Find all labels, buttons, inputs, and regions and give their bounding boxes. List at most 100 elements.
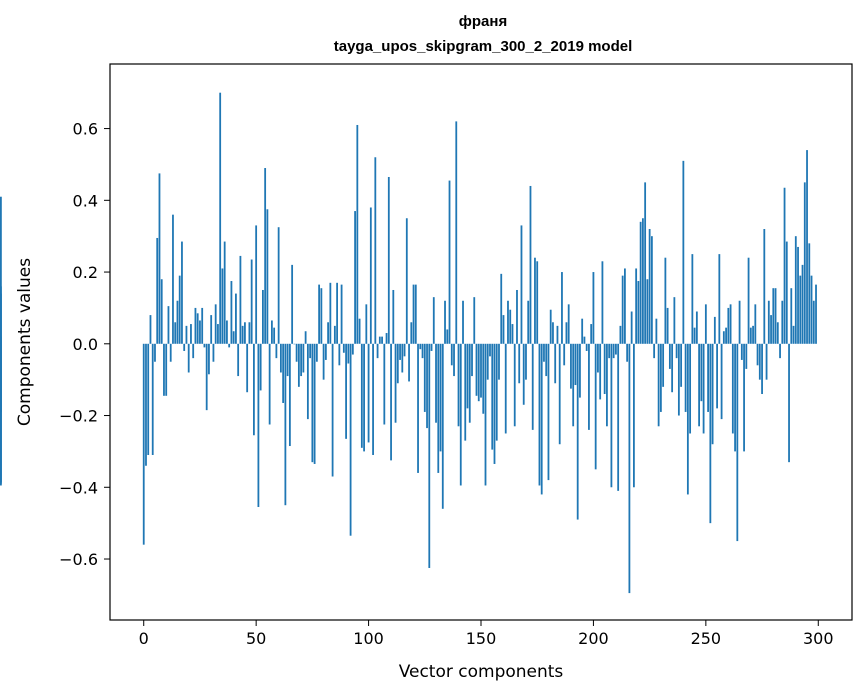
bar (534, 257, 536, 344)
bar (619, 325, 622, 344)
bar (250, 259, 253, 344)
bar (383, 343, 386, 425)
bar (630, 311, 633, 344)
bar (729, 304, 732, 344)
x-tick-label: 250 (691, 629, 722, 648)
bar (498, 343, 500, 380)
y-tick-label: −0.2 (59, 407, 98, 426)
bars-group (0, 92, 817, 594)
bar (734, 343, 736, 452)
bar (731, 343, 734, 434)
bar (511, 324, 514, 344)
bar (579, 343, 581, 398)
bar (372, 343, 374, 455)
bar (201, 307, 204, 344)
bar (311, 343, 314, 463)
bar (230, 281, 233, 344)
bar (554, 343, 557, 384)
bar (662, 343, 665, 387)
bar (336, 282, 338, 344)
bar (677, 343, 680, 416)
x-tick-label: 50 (246, 629, 266, 648)
bar (160, 279, 163, 344)
bar (655, 318, 658, 344)
bar (477, 343, 480, 402)
bar (235, 293, 237, 344)
bar (304, 331, 307, 344)
bar (637, 281, 640, 344)
bar (331, 343, 334, 477)
bar (291, 264, 294, 344)
bar (540, 343, 543, 495)
bar (248, 322, 251, 344)
bar (196, 313, 199, 344)
bar (327, 322, 329, 344)
bar (565, 322, 568, 344)
bar (561, 272, 563, 344)
bar (385, 333, 388, 344)
bar (318, 284, 321, 344)
bar (576, 343, 579, 520)
bar (779, 343, 781, 359)
y-tick-label: 0.2 (73, 263, 98, 282)
x-axis: 0 50 100 150 200 250 300 (139, 620, 834, 648)
bar (671, 343, 674, 393)
bar (403, 343, 406, 357)
bar (480, 343, 482, 398)
bar (210, 315, 213, 344)
y-tick-label: −0.4 (59, 478, 98, 497)
bar (484, 343, 487, 486)
bar (183, 343, 186, 351)
plot-frame (109, 63, 853, 621)
bar (284, 343, 287, 506)
bar (192, 343, 195, 359)
bar (653, 343, 656, 359)
bar (628, 343, 631, 594)
bar (722, 331, 725, 344)
bar (255, 225, 258, 344)
bar (390, 343, 392, 461)
bar (518, 343, 521, 384)
bar (716, 343, 718, 409)
bar (709, 343, 712, 524)
bar (163, 343, 165, 396)
bar (686, 343, 689, 495)
bar (165, 343, 168, 396)
bar (556, 325, 559, 344)
bar (0, 196, 2, 344)
bar (241, 325, 244, 344)
y-tick-label: −0.6 (59, 550, 98, 569)
bar (158, 173, 161, 344)
bar (419, 343, 422, 350)
bar (659, 343, 662, 412)
bar (471, 343, 473, 377)
bar (450, 343, 453, 366)
bar (288, 343, 291, 447)
bar (574, 343, 577, 386)
bar (601, 261, 604, 344)
bar (340, 284, 343, 344)
bar (522, 343, 525, 405)
bar (275, 343, 278, 359)
bar (772, 288, 775, 344)
bar (718, 254, 721, 344)
bar (396, 343, 399, 384)
bar (468, 343, 471, 423)
bar (208, 343, 210, 375)
bar (262, 289, 264, 344)
bar (365, 304, 368, 344)
bar (797, 246, 799, 344)
bar (808, 243, 811, 344)
x-tick-label: 200 (578, 629, 609, 648)
x-tick-label: 0 (139, 629, 149, 648)
bar (552, 322, 554, 344)
bar (588, 343, 590, 430)
bar (698, 343, 700, 427)
bar (441, 343, 444, 509)
bar (516, 289, 518, 344)
bar (781, 300, 784, 344)
bar (244, 322, 246, 344)
bar (536, 261, 539, 344)
bar (345, 343, 347, 439)
bar (253, 343, 255, 436)
